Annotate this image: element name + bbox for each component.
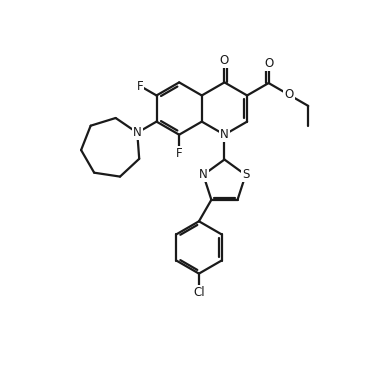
Text: N: N <box>220 128 229 141</box>
Text: O: O <box>284 88 294 101</box>
Text: N: N <box>199 168 208 182</box>
Text: S: S <box>242 168 249 182</box>
Text: F: F <box>176 147 182 160</box>
Text: N: N <box>133 126 142 139</box>
Text: F: F <box>137 79 144 93</box>
Text: Cl: Cl <box>193 286 205 299</box>
Text: O: O <box>264 57 273 70</box>
Text: O: O <box>220 55 229 67</box>
